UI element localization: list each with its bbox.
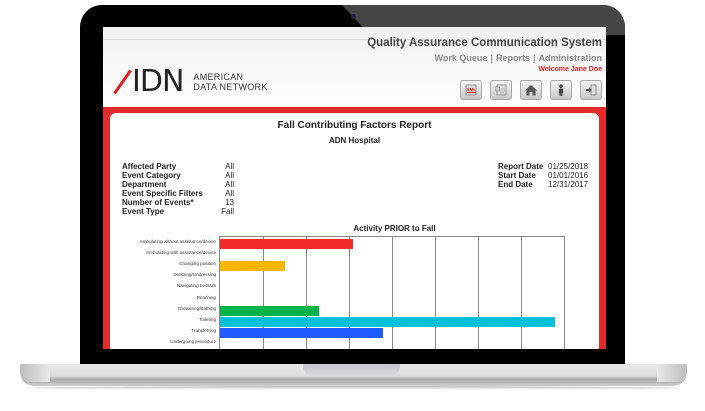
report-dates: Report Date 01/25/2018 Start Date 01/01/20… bbox=[498, 162, 588, 189]
logo-line-2: DATA NETWORK bbox=[193, 82, 268, 92]
adn-logo[interactable]: IDN AMERICAN DATA NETWORK bbox=[113, 64, 268, 99]
laptop-notch bbox=[303, 364, 400, 376]
filter-value: All bbox=[225, 171, 234, 180]
report-filters: Affected Party All Event Category All Depa… bbox=[122, 162, 234, 216]
chart-category-label: Dressing/Undressing bbox=[173, 272, 216, 278]
filter-row: Department All bbox=[122, 180, 234, 189]
nav-separator: | bbox=[532, 53, 536, 63]
chart-category-label: Navigating bedrails bbox=[176, 283, 216, 289]
chart-bar[interactable] bbox=[220, 327, 384, 338]
toolbar: XML bbox=[460, 80, 602, 100]
nav-administration[interactable]: Administration bbox=[538, 53, 602, 63]
chart-category-label: Undergoing procedure bbox=[170, 338, 216, 344]
logo-slash-icon bbox=[113, 69, 132, 95]
chart-bar[interactable] bbox=[220, 316, 556, 327]
filter-value: All bbox=[225, 162, 234, 171]
chart-gridline bbox=[263, 237, 264, 349]
logo-mark: IDN bbox=[132, 64, 184, 99]
report-subtitle: ADN Hospital bbox=[328, 136, 381, 145]
logo-text: AMERICAN DATA NETWORK bbox=[193, 72, 267, 92]
filter-value: All bbox=[225, 180, 234, 189]
logo-line-1: AMERICAN bbox=[193, 72, 244, 82]
logout-button[interactable] bbox=[580, 80, 602, 100]
date-label: End Date bbox=[498, 180, 533, 189]
filter-label: Affected Party bbox=[122, 162, 177, 171]
date-value: 12/31/2017 bbox=[548, 180, 589, 189]
logout-icon bbox=[586, 84, 597, 96]
filter-value: All bbox=[225, 189, 234, 198]
date-label: Start Date bbox=[498, 171, 536, 180]
filter-label: Event Category bbox=[122, 171, 181, 180]
date-row: Start Date 01/01/2016 bbox=[498, 171, 588, 180]
nav-separator: | bbox=[490, 53, 493, 63]
chart-category-label: Changing position bbox=[179, 261, 216, 267]
report-panel: Fall Contributing Factors Report ADN Hos… bbox=[110, 113, 599, 349]
filter-row: Event Specific Filters All bbox=[122, 189, 234, 198]
chart-category-label: Transferring bbox=[191, 327, 216, 333]
chart-gridline bbox=[478, 237, 479, 349]
chart-gridline bbox=[349, 237, 350, 349]
date-value: 01/01/2016 bbox=[548, 171, 589, 180]
home-button[interactable] bbox=[520, 80, 542, 100]
document-button[interactable] bbox=[490, 80, 512, 100]
camera-icon bbox=[351, 14, 356, 19]
app-screen: IDN AMERICAN DATA NETWORK Quality Assura… bbox=[103, 27, 606, 349]
chart-bar[interactable] bbox=[220, 305, 319, 316]
user-icon bbox=[558, 84, 564, 96]
chart-bar[interactable] bbox=[220, 239, 354, 249]
svg-text:XML: XML bbox=[467, 87, 477, 92]
home-icon bbox=[525, 85, 537, 96]
header-divider bbox=[103, 39, 606, 59]
xml-export-button[interactable]: XML bbox=[460, 80, 482, 100]
date-row: Report Date 01/25/2018 bbox=[498, 162, 588, 171]
chart-gridline bbox=[392, 237, 393, 349]
chart-gridline bbox=[521, 237, 522, 349]
user-button[interactable] bbox=[550, 80, 572, 100]
filter-label: Department bbox=[122, 180, 167, 189]
xml-export-icon: XML bbox=[465, 84, 477, 96]
filter-row: Event Type Fall bbox=[122, 207, 234, 216]
filter-label: Number of Events* bbox=[122, 198, 194, 207]
report-title: Fall Contributing Factors Report bbox=[277, 120, 432, 131]
chart-category-label: Showering/Bathing bbox=[177, 305, 216, 311]
nav-reports[interactable]: Reports bbox=[495, 53, 530, 63]
filter-row: Number of Events* 13 bbox=[122, 198, 234, 207]
filter-value: 13 bbox=[225, 198, 234, 207]
laptop-shadow bbox=[26, 386, 681, 390]
chart-category-label: Ambulating without assistance/device bbox=[139, 239, 216, 244]
bar-chart bbox=[219, 236, 565, 349]
system-title: Quality Assurance Communication System bbox=[367, 37, 602, 49]
top-nav: Work Queue | Reports | Administration bbox=[435, 53, 602, 63]
filter-value: Fall bbox=[221, 207, 234, 216]
chart-category-label: Reaching bbox=[196, 294, 216, 300]
filter-row: Event Category All bbox=[122, 171, 234, 180]
chart-gridline bbox=[306, 237, 307, 349]
filter-row: Affected Party All bbox=[122, 162, 234, 171]
filter-label: Event Specific Filters bbox=[122, 189, 203, 198]
filter-label: Event Type bbox=[122, 207, 165, 216]
chart-title: Activity PRIOR to Fall bbox=[353, 224, 436, 233]
document-icon bbox=[495, 84, 507, 96]
welcome-message: Welcome Jane Doe bbox=[538, 66, 602, 73]
nav-work-queue[interactable]: Work Queue bbox=[434, 53, 488, 63]
date-value: 01/25/2018 bbox=[548, 162, 589, 171]
chart-gridline bbox=[435, 237, 436, 349]
chart-category-label: Ambulating with assistance/device bbox=[146, 250, 216, 256]
date-label: Report Date bbox=[498, 162, 544, 171]
chart-category-label: Toileting bbox=[199, 316, 216, 322]
chart-bar[interactable] bbox=[220, 261, 285, 272]
app-header: IDN AMERICAN DATA NETWORK Quality Assura… bbox=[103, 27, 606, 110]
date-row: End Date 12/31/2017 bbox=[498, 180, 588, 189]
